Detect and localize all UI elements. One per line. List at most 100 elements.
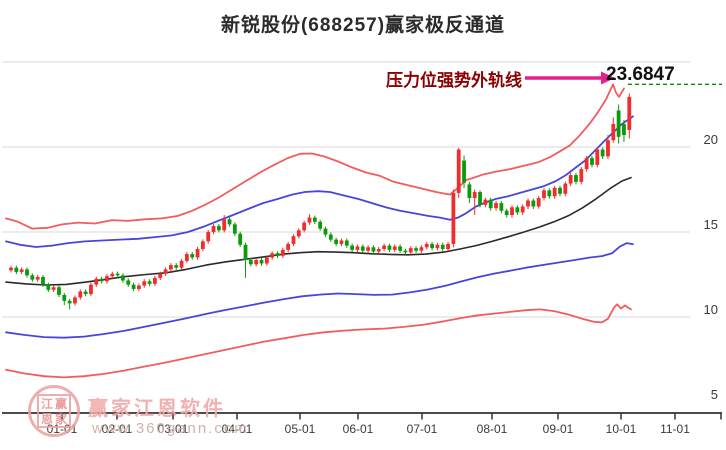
candle-down <box>387 245 392 250</box>
candle-up <box>472 192 477 198</box>
outer-upper-red-line <box>5 83 625 230</box>
x-axis-label: 06-01 <box>343 422 374 436</box>
x-axis-label: 05-01 <box>285 422 316 436</box>
candle-down <box>350 245 355 250</box>
candle-up <box>542 190 546 198</box>
candle-up <box>520 206 525 213</box>
candle-down <box>371 247 376 252</box>
outer-lower-red-line <box>5 303 632 379</box>
candle-up <box>408 248 413 253</box>
candle-up <box>563 183 568 194</box>
candle-up <box>291 236 296 244</box>
candle-down <box>467 184 472 198</box>
candle-down <box>41 277 45 285</box>
candle-up <box>307 217 312 223</box>
candle-down <box>328 234 333 240</box>
inner-lower-blue-line <box>5 242 634 339</box>
candle-down <box>360 246 365 251</box>
candle-up <box>153 277 157 284</box>
candle-up <box>296 230 301 237</box>
candle-up <box>94 278 99 285</box>
candle-up <box>206 232 211 242</box>
candle-down <box>275 253 280 256</box>
candle-up <box>211 226 216 232</box>
candle-up <box>526 200 530 207</box>
candle-up <box>73 297 77 304</box>
candle-up <box>446 243 450 249</box>
x-axis-label: 03-01 <box>158 422 189 436</box>
candle-up <box>611 124 616 141</box>
x-axis-label: 11-01 <box>660 422 690 436</box>
x-axis-label: 10-01 <box>606 422 637 436</box>
inner-upper-blue-line <box>5 115 634 248</box>
candle-up <box>302 222 307 231</box>
seal-character: 赢 <box>54 396 67 411</box>
candle-down <box>131 284 136 289</box>
candle-up <box>382 245 386 249</box>
candle-up <box>254 260 259 265</box>
candle-up <box>494 203 498 209</box>
candle-up <box>280 249 285 256</box>
candle-down <box>318 221 323 229</box>
candle-down <box>515 207 520 213</box>
candle-up <box>366 247 371 251</box>
candle-up <box>200 241 205 249</box>
candle-down <box>232 224 237 234</box>
candle-down <box>243 244 248 261</box>
x-axis-label: 08-01 <box>477 422 508 436</box>
chart-title: 新锐股份(688257)赢家极反通道 <box>220 15 506 36</box>
candle-down <box>248 260 253 265</box>
x-axis-label: 04-01 <box>222 422 253 436</box>
seal-character: 恩 <box>40 411 53 426</box>
candle-down <box>121 275 125 281</box>
candle-down <box>83 291 88 295</box>
candle-up <box>51 287 56 290</box>
candle-down <box>99 278 104 282</box>
candle-down <box>259 260 264 264</box>
candle-up <box>286 243 291 250</box>
watermark-seal-logo: 江赢恩家 <box>28 385 80 437</box>
candle-up <box>552 187 557 197</box>
candle-up <box>451 192 456 244</box>
candle-down <box>398 246 402 251</box>
y-axis-label: 10 <box>704 302 718 317</box>
x-axis-label: 07-01 <box>407 422 438 436</box>
candle-up <box>424 243 429 248</box>
candle-down <box>174 265 179 268</box>
seal-character: 江 <box>40 396 53 411</box>
candle-down <box>478 192 482 205</box>
candle-down <box>126 280 131 285</box>
candle-up <box>584 158 589 170</box>
x-axis-label: 02-01 <box>102 422 133 436</box>
candle-up <box>595 149 600 165</box>
candle-down <box>57 287 61 295</box>
candle-up <box>264 257 269 264</box>
candle-down <box>403 250 408 253</box>
candle-up <box>606 140 610 157</box>
candle-up <box>184 254 189 261</box>
candle-down <box>227 219 232 225</box>
candle-up <box>19 269 24 272</box>
candle-up <box>222 219 227 231</box>
candle-up <box>89 284 93 295</box>
watermark-url-text: www.360gann.com <box>92 420 249 437</box>
candle-down <box>499 203 504 211</box>
candle-down <box>622 124 626 136</box>
candle-down <box>216 226 221 231</box>
y-axis-label: 15 <box>704 217 718 232</box>
candle-down <box>25 269 29 276</box>
middle-black-line <box>5 176 632 286</box>
x-axis-label: 09-01 <box>543 422 574 436</box>
candle-down <box>430 243 434 249</box>
candle-up <box>78 291 83 298</box>
candle-up <box>536 198 541 207</box>
annotation-arrow-head <box>601 71 615 85</box>
candle-down <box>590 158 594 165</box>
candle-down <box>115 273 120 276</box>
candle-down <box>14 267 19 272</box>
resistance-annotation-label: 压力位强势外轨线 <box>386 71 522 90</box>
candle-up <box>9 267 13 271</box>
candle-up <box>483 199 488 205</box>
candle-down <box>334 239 339 244</box>
candle-down <box>558 187 562 194</box>
